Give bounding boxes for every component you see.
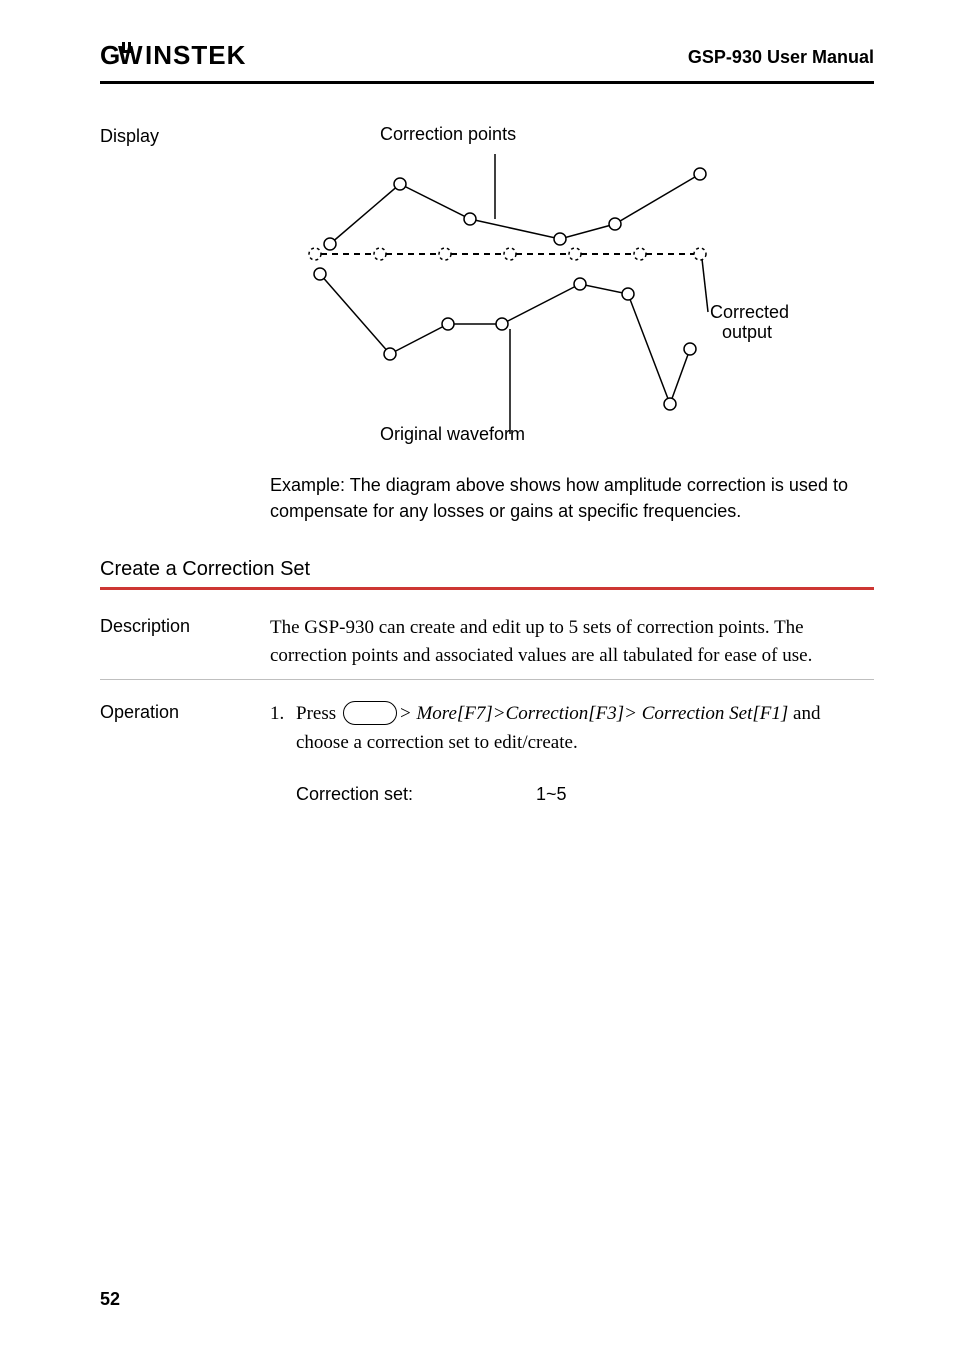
- operation-content: 1. Press > More[F7]>Correction[F3]> Corr…: [270, 700, 874, 808]
- correction-set-label: Correction set:: [296, 781, 536, 808]
- description-label: Description: [100, 614, 270, 669]
- original-waveform-label: Original waveform: [380, 424, 525, 445]
- brand-logo: G W INSTEK: [100, 40, 280, 75]
- page-header: G W INSTEK GSP-930 User Manual: [100, 40, 874, 84]
- description-text: The GSP-930 can create and edit up to 5 …: [270, 614, 874, 669]
- display-content: Correction points Corrected output Origi…: [270, 124, 874, 524]
- correction-diagram: Correction points Corrected output Origi…: [270, 124, 790, 464]
- description-row: Description The GSP-930 can create and e…: [100, 614, 874, 669]
- diagram-svg: [270, 124, 790, 464]
- operation-label: Operation: [100, 700, 270, 808]
- corrected-output-label-1: Corrected: [710, 302, 789, 323]
- key-button: [343, 701, 397, 725]
- page-number: 52: [100, 1289, 120, 1310]
- example-text: Example: The diagram above shows how amp…: [270, 472, 874, 524]
- manual-title: GSP-930 User Manual: [688, 47, 874, 68]
- nav-path: > More[F7]>Correction[F3]> Correction Se…: [399, 703, 788, 724]
- step-body: Press > More[F7]>Correction[F3]> Correct…: [296, 700, 874, 808]
- svg-text:G: G: [100, 40, 119, 70]
- svg-text:INSTEK: INSTEK: [145, 40, 246, 70]
- correction-set-range: 1~5: [536, 781, 567, 808]
- correction-set-row: Correction set: 1~5: [296, 781, 874, 808]
- press-text: Press: [296, 703, 336, 724]
- display-row: Display Correction points Corrected outp…: [100, 124, 874, 524]
- section-title: Create a Correction Set: [100, 558, 874, 581]
- display-label: Display: [100, 124, 270, 524]
- section-rule: [100, 587, 874, 590]
- step-number: 1.: [270, 700, 296, 808]
- operation-row: Operation 1. Press > More[F7]>Correction…: [100, 700, 874, 808]
- corrected-output-label-2: output: [722, 322, 772, 343]
- thin-rule: [100, 679, 874, 680]
- correction-points-label: Correction points: [380, 124, 516, 145]
